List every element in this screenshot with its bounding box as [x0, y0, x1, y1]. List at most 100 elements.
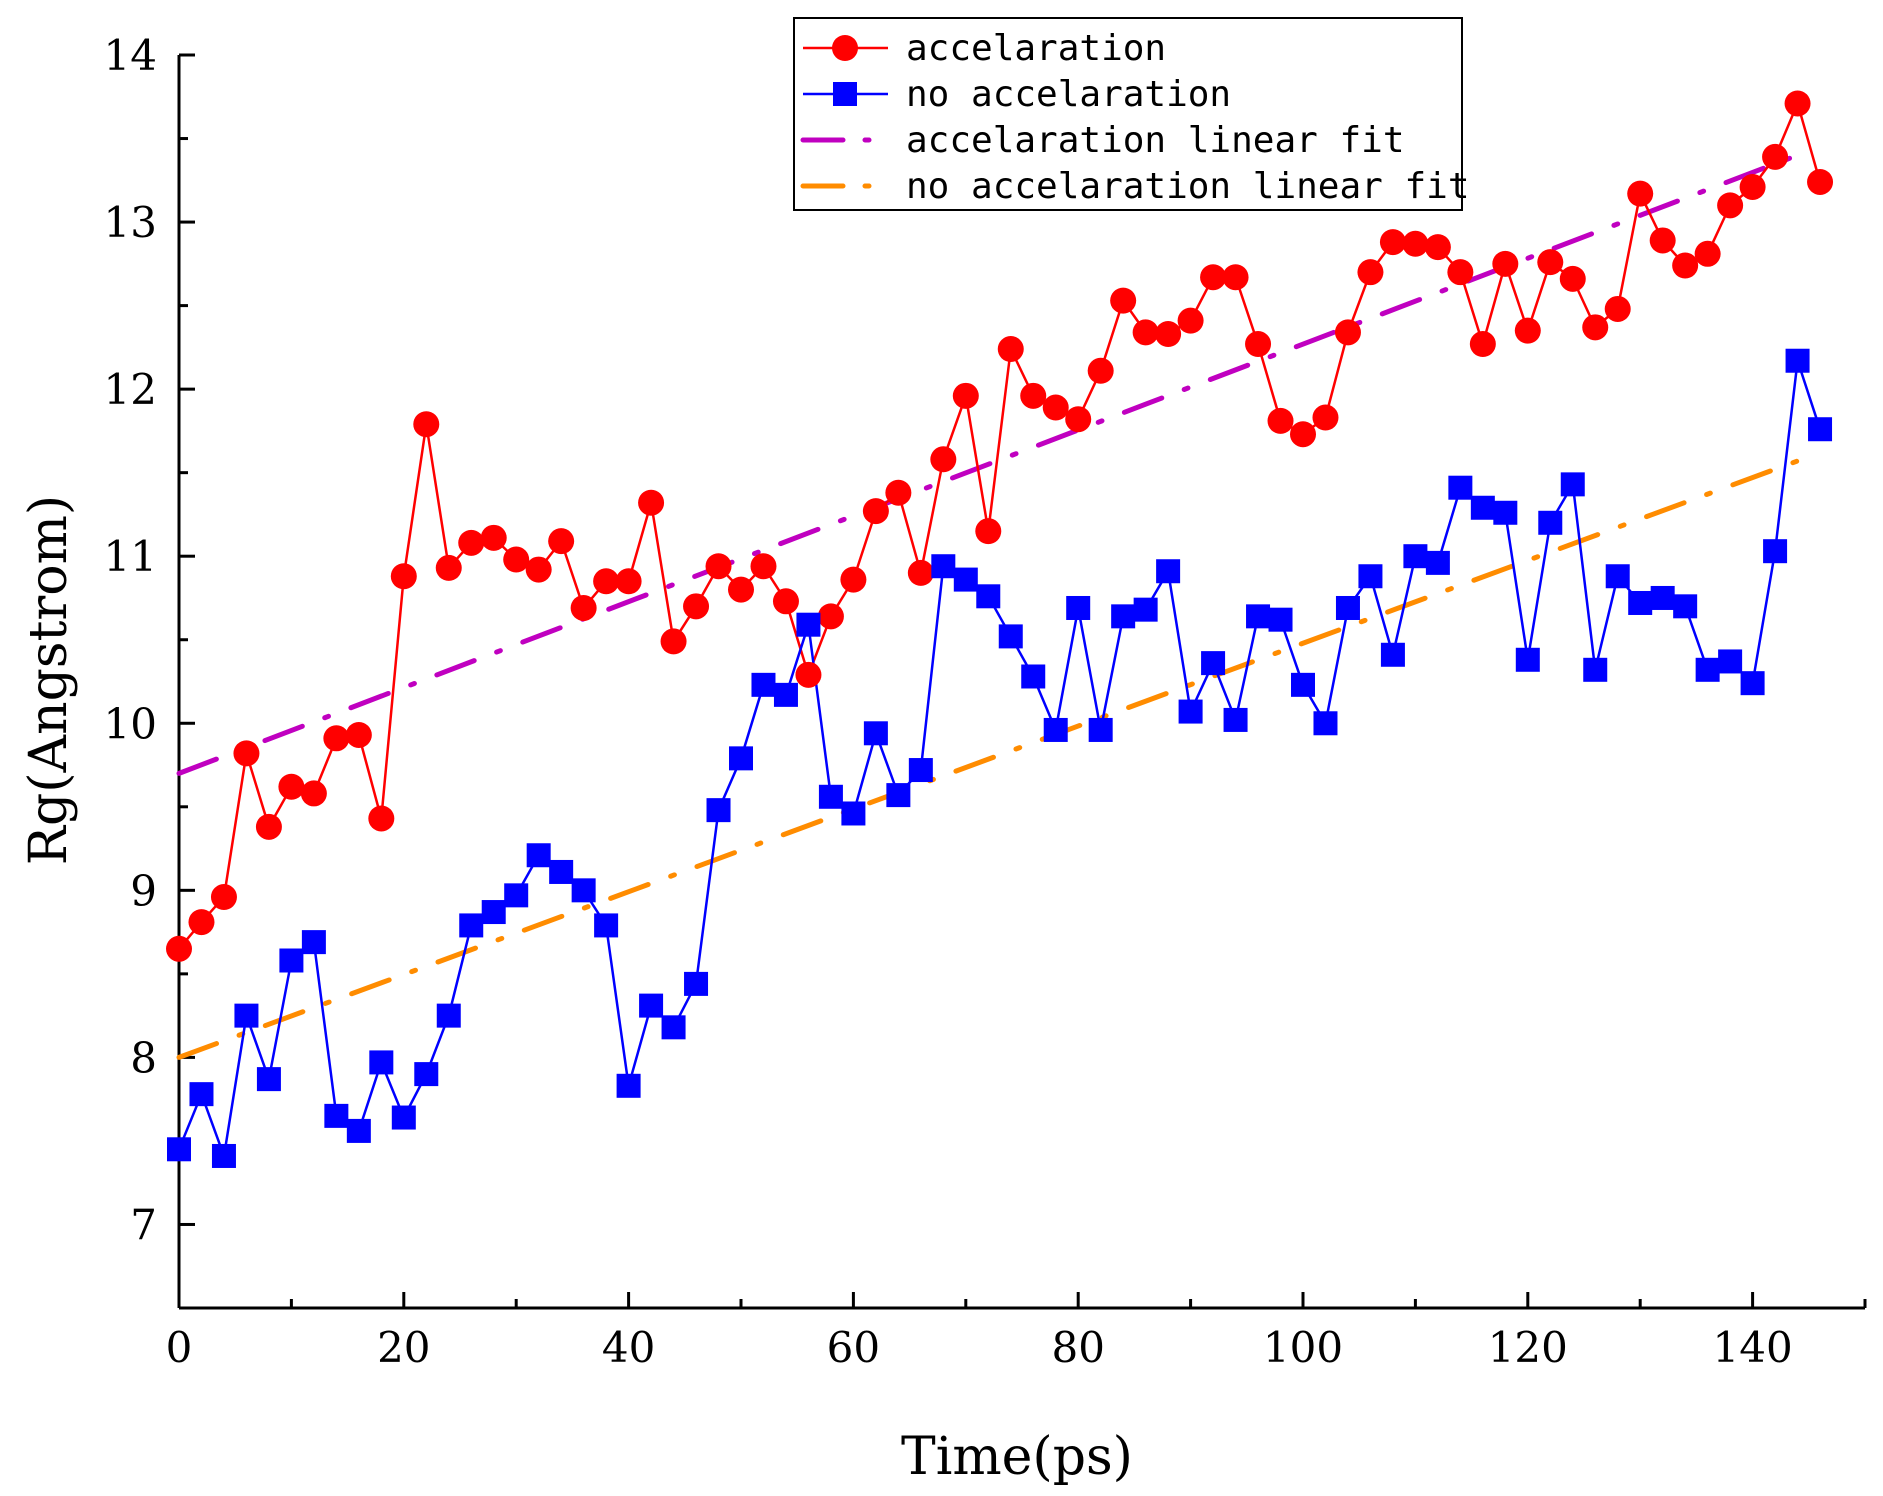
- no-accelaration-point: [1718, 649, 1743, 674]
- accelaration-point: [480, 524, 507, 551]
- accelaration-point: [1514, 317, 1541, 344]
- accelaration-point: [817, 603, 844, 630]
- no-accelaration-point: [863, 721, 888, 746]
- x-tick-label: 60: [827, 1323, 880, 1372]
- accelaration-point: [1784, 90, 1811, 117]
- legend-accelaration: accelaration: [803, 28, 1166, 69]
- no-accelaration-point: [391, 1105, 416, 1130]
- accelaration-point: [458, 529, 485, 556]
- no-accelaration-point: [1650, 585, 1675, 610]
- accelaration-point: [840, 566, 867, 593]
- accelaration-point: [255, 813, 282, 840]
- legend: accelaration no accelaration accelaration …: [793, 17, 1470, 211]
- no-accelaration-point: [639, 993, 664, 1018]
- no-accelaration-point: [1111, 604, 1136, 629]
- no-accelaration-point: [998, 624, 1023, 649]
- no-accelaration-point: [908, 758, 933, 783]
- no-accelaration-point: [751, 672, 776, 697]
- no-accelaration-point: [1763, 539, 1788, 564]
- accelaration-point: [1672, 252, 1699, 279]
- legend-label: no accelaration linear fit: [906, 166, 1470, 207]
- legend-no-accelaration-fit: no accelaration linear fit: [800, 166, 1470, 207]
- accelaration-point: [593, 568, 620, 595]
- no-accelaration-point: [661, 1015, 686, 1040]
- accelaration-point: [1379, 229, 1406, 256]
- y-tick-label: 13: [104, 198, 157, 247]
- accelaration-point: [1267, 407, 1294, 434]
- no-accelaration-point: [256, 1067, 281, 1092]
- accelaration-point: [1087, 357, 1114, 384]
- no-accelaration-point: [1291, 672, 1315, 697]
- accelaration-point: [683, 593, 710, 620]
- no-accelaration-point: [279, 948, 304, 973]
- no-accelaration-point: [1313, 711, 1338, 736]
- accelaration-point: [862, 498, 889, 525]
- no-accelaration-point: [773, 682, 798, 707]
- accelaration-point: [188, 909, 215, 936]
- no-accelaration-point: [481, 900, 506, 925]
- no-accelaration-point: [301, 930, 326, 955]
- legend-square-marker: [833, 82, 857, 106]
- no-accelaration-point: [1043, 717, 1068, 742]
- accelaration-point: [1424, 234, 1451, 261]
- accelaration-point: [1537, 249, 1564, 276]
- axes: [177, 53, 1867, 1310]
- no-accelaration-point: [526, 843, 551, 868]
- no-accelaration-point: [1605, 564, 1630, 589]
- accelaration-point: [1357, 259, 1384, 286]
- no-accelaration-point: [616, 1073, 641, 1098]
- no-accelaration-point: [1785, 348, 1810, 373]
- no-accelaration-point: [1133, 597, 1158, 622]
- no-accelaration-point: [1583, 657, 1608, 682]
- accelaration-point: [997, 336, 1024, 363]
- accelaration-point: [323, 725, 350, 752]
- no-accelaration-point: [234, 1003, 259, 1028]
- accelaration-point: [525, 556, 552, 583]
- no-accelaration-point: [414, 1062, 439, 1087]
- no-accelaration-point: [1156, 559, 1181, 584]
- accelaration-point: [1065, 406, 1092, 433]
- accelaration-point: [750, 553, 777, 580]
- legend-accelaration-fit: accelaration linear fit: [800, 120, 1405, 161]
- accelaration-point: [345, 721, 372, 748]
- accelaration-point: [1492, 250, 1519, 277]
- no-accelaration-series-line: [177, 360, 1822, 1161]
- accelaration-point: [570, 594, 597, 621]
- accelaration-point: [1447, 259, 1474, 286]
- accelaration-point: [413, 411, 440, 438]
- accelaration-point: [1312, 404, 1339, 431]
- y-tick-label: 10: [104, 699, 157, 748]
- legend-no-accelaration: no accelaration: [803, 74, 1231, 115]
- no-accelaration-point: [976, 584, 1001, 609]
- accelaration-point: [1110, 287, 1137, 314]
- accelaration-point: [1177, 307, 1204, 334]
- no-accelaration-point: [1268, 607, 1293, 632]
- legend-label: accelaration linear fit: [906, 120, 1405, 161]
- no-accelaration-point: [211, 1143, 236, 1168]
- no-accelaration-point: [167, 1137, 191, 1162]
- accelaration-point: [1717, 192, 1744, 219]
- x-axis-title: Time(ps): [901, 1427, 1133, 1487]
- no-accelaration-point: [1515, 647, 1540, 672]
- accelaration-point: [1290, 421, 1316, 448]
- no-accelaration-point: [189, 1082, 214, 1107]
- no-accelaration-point: [1380, 642, 1405, 667]
- no-accelaration-point: [729, 746, 753, 771]
- legend-label: accelaration: [906, 28, 1166, 69]
- accelaration-point: [1807, 168, 1834, 195]
- accelaration-point: [930, 446, 957, 473]
- accelaration-point: [728, 576, 754, 603]
- accelaration-point: [1604, 295, 1631, 322]
- x-tick-label: 40: [602, 1323, 655, 1372]
- y-tick-label: 12: [104, 365, 157, 414]
- accelaration-point: [952, 382, 979, 409]
- fit-lines: [176, 152, 1801, 1060]
- accelaration-point: [503, 546, 530, 573]
- no-accelaration-point: [1178, 699, 1203, 724]
- y-tick-label: 8: [130, 1033, 157, 1082]
- no-accelaration-point: [818, 784, 843, 809]
- accelaration-point: [772, 588, 799, 615]
- accelaration-point: [1582, 314, 1609, 341]
- no-accelaration-point: [886, 783, 911, 808]
